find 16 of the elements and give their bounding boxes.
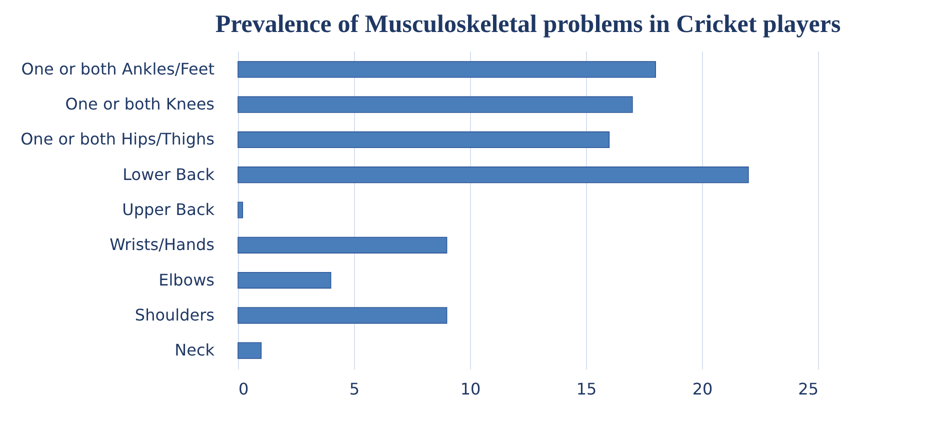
x-tick-label: 20 (692, 380, 713, 398)
y-tick-label: Wrists/Hands (110, 235, 214, 254)
y-tick-label: One or both Hips/Thighs (20, 130, 214, 149)
x-tick-label: 25 (798, 380, 818, 398)
y-tick-label: Shoulders (134, 305, 214, 324)
y-tick-label: Neck (174, 340, 216, 360)
x-tick-label: 5 (349, 380, 360, 398)
y-tick-label: Elbows (158, 270, 214, 290)
x-tick-label: 15 (576, 380, 597, 398)
y-tick-label: Upper Back (122, 200, 216, 219)
x-tick-label: 10 (460, 380, 481, 398)
x-tick-label: 0 (238, 380, 249, 398)
y-tick-label: One or both Ankles/Feet (21, 59, 214, 78)
chart-title: Prevalence of Musculoskeletal problems in Cricket players (215, 11, 841, 38)
y-tick-label: Lower Back (122, 164, 216, 184)
y-tick-label: One or both Knees (65, 94, 214, 114)
